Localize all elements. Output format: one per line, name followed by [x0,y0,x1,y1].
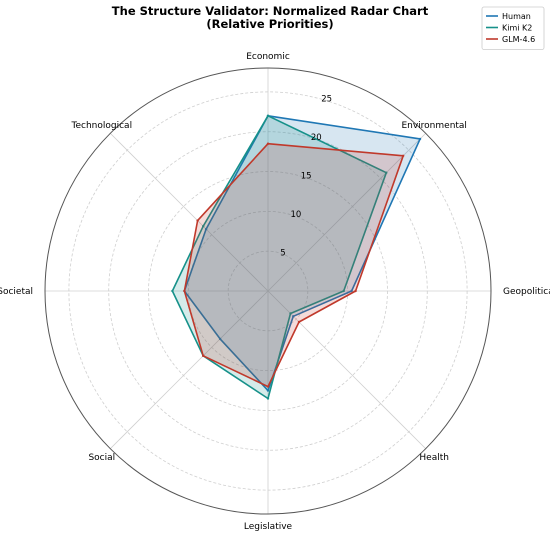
point-kimi-k2-societal [171,289,174,293]
point-human-legislative [266,389,270,392]
legend-label-glm-4-6: GLM-4.6 [502,35,535,44]
axis-label-social: Social [88,453,115,463]
ring-15 [148,171,388,411]
ring-tick-label: 10 [291,210,302,220]
axis-label-technological: Technological [71,121,133,131]
point-kimi-k2-technological [202,225,205,228]
ring-tick-label: 20 [311,133,322,143]
point-glm-4-6-environmental [402,154,405,157]
ring-25 [68,91,468,491]
point-glm-4-6-societal [183,289,186,293]
point-glm-4-6-legislative [266,385,270,388]
ring-tick-label: 25 [321,95,332,105]
series-glm-4-6-polygon [183,142,405,388]
legend-label-human: Human [502,12,531,21]
radar-labels: 5 10 15 20 25 Economic Environmental Geopolitic… [0,52,550,532]
ring-tick-label: 5 [280,249,285,259]
spoke-technological [110,133,269,292]
point-glm-4-6-health [297,320,301,324]
point-kimi-k2-environmental [385,171,388,174]
legend-label-kimi-k2: Kimi K2 [502,24,532,33]
axis-label-health: Health [419,453,449,463]
chart-title: The Structure Validator: Normalized Rada… [112,4,429,18]
point-human-environmental [418,137,422,141]
point-kimi-k2-economic [266,114,270,118]
point-glm-4-6-technological [196,219,199,222]
point-glm-4-6-social [202,354,205,357]
axis-label-environmental: Environmental [401,121,466,131]
ring-20 [108,131,428,451]
axis-label-geopolitical: Geopolitical [503,287,550,297]
point-human-technological [204,227,208,231]
point-glm-4-6-geopolitical [354,289,357,293]
point-glm-4-6-economic [266,142,270,145]
ring-5 [227,250,309,332]
outer-ring [44,67,492,515]
spoke-health [267,290,426,449]
point-kimi-k2-health [289,312,292,315]
legend: Human Kimi K2 GLM-4.6 [481,6,545,50]
ring-10 [187,210,349,372]
axis-label-societal: Societal [0,287,33,297]
point-human-geopolitical [350,289,353,293]
axis-label-economic: Economic [246,52,290,62]
spoke-social [110,290,269,449]
point-human-health [292,315,295,318]
spoke-environmental [267,133,426,292]
point-kimi-k2-legislative [266,397,270,400]
point-human-social [218,337,222,341]
radar-grid [44,67,492,515]
point-kimi-k2-geopolitical [342,289,345,293]
ring-tick-label: 15 [301,172,312,182]
radar-series [171,114,422,400]
chart-subtitle: (Relative Priorities) [206,17,333,31]
axis-label-legislative: Legislative [244,522,293,532]
